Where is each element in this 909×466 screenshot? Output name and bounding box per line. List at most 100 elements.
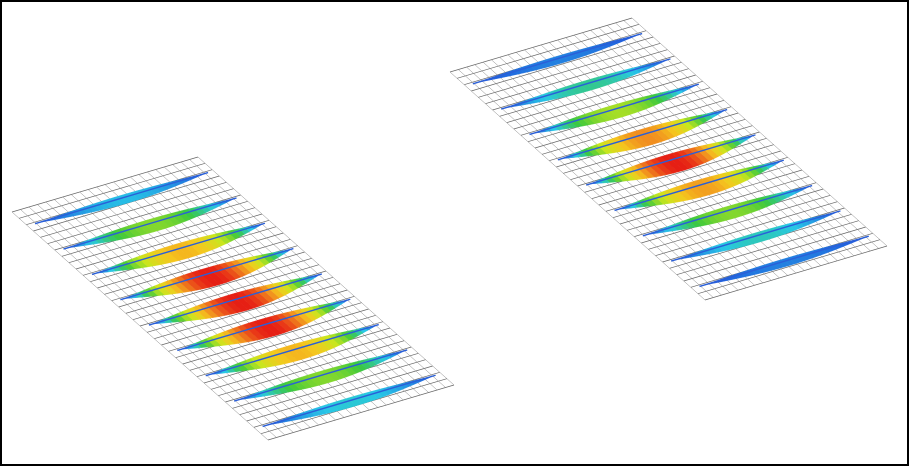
grid-tick bbox=[232, 408, 240, 415]
grid-tick bbox=[286, 265, 294, 273]
grid-tick bbox=[392, 360, 401, 368]
grid-tick bbox=[850, 222, 858, 230]
grid-tick bbox=[719, 194, 727, 202]
grid-tick bbox=[689, 236, 697, 244]
grid-tick bbox=[727, 191, 735, 199]
grid-tick bbox=[698, 225, 707, 233]
grid-tick bbox=[312, 359, 320, 366]
grid-tick bbox=[122, 280, 130, 288]
grid-tick bbox=[86, 198, 95, 205]
grid-tick bbox=[404, 340, 412, 348]
grid-tick bbox=[237, 372, 246, 380]
grid-tick bbox=[693, 269, 701, 277]
grid-tick bbox=[267, 228, 276, 236]
grid-tick bbox=[707, 105, 715, 112]
grid-tick bbox=[724, 268, 733, 276]
grid-tick bbox=[507, 54, 516, 62]
grid-tick bbox=[118, 306, 126, 314]
grid-tick bbox=[207, 255, 215, 263]
grid-tick bbox=[782, 251, 791, 259]
grid-tick bbox=[72, 235, 81, 243]
grid-tick bbox=[654, 146, 662, 153]
grid-tick bbox=[70, 253, 78, 261]
grid-tick bbox=[709, 264, 718, 272]
grid-tick bbox=[643, 225, 651, 232]
grid-tick bbox=[271, 413, 280, 421]
contour-edge bbox=[177, 298, 351, 352]
grid-tick bbox=[651, 222, 660, 230]
grid-tick bbox=[632, 186, 641, 193]
grid-tick bbox=[854, 246, 863, 254]
grid-tick bbox=[702, 81, 711, 88]
grid-tick bbox=[297, 245, 305, 253]
grid-tick bbox=[279, 259, 287, 267]
contour-edge bbox=[614, 159, 784, 212]
grid-tick bbox=[743, 186, 752, 194]
grid-tick bbox=[247, 310, 255, 318]
grid-tick bbox=[738, 112, 746, 120]
grid-tick bbox=[524, 108, 532, 116]
grid-tick bbox=[702, 199, 710, 206]
grid-tick bbox=[227, 384, 236, 391]
grid-tick bbox=[603, 51, 611, 59]
grid-tick bbox=[216, 193, 224, 201]
grid-tick bbox=[732, 156, 740, 164]
grid-tick bbox=[694, 201, 702, 209]
grid-tick bbox=[253, 216, 261, 224]
grid-tick bbox=[456, 78, 465, 85]
grid-tick bbox=[277, 428, 286, 436]
grid-tick bbox=[321, 297, 330, 305]
contour-edge bbox=[63, 197, 237, 250]
grid-tick bbox=[626, 230, 635, 237]
grid-tick bbox=[101, 261, 109, 269]
grid-tick bbox=[303, 361, 312, 369]
grid-tick bbox=[44, 210, 52, 218]
grid-tick bbox=[601, 128, 609, 135]
grid-tick bbox=[696, 243, 705, 250]
grid-tick bbox=[152, 296, 160, 304]
grid-tick bbox=[748, 151, 757, 159]
grid-tick bbox=[665, 176, 674, 184]
grid-tick bbox=[173, 265, 181, 273]
grid-tick bbox=[128, 185, 137, 193]
grid-tick bbox=[664, 67, 673, 74]
grid-tick bbox=[575, 144, 583, 152]
grid-tick bbox=[274, 395, 282, 403]
grid-tick bbox=[176, 188, 185, 196]
grid-tick bbox=[644, 39, 653, 46]
grid-tick bbox=[188, 218, 196, 226]
grid-tick bbox=[543, 86, 551, 94]
grid-tick bbox=[246, 209, 254, 217]
grid-tick bbox=[589, 156, 597, 164]
grid-tick bbox=[515, 111, 524, 118]
grid-tick bbox=[132, 319, 141, 327]
grid-tick bbox=[772, 153, 780, 160]
grid-tick bbox=[558, 149, 566, 156]
contour-edge bbox=[699, 235, 869, 288]
grid-tick bbox=[68, 262, 77, 270]
grid-tick bbox=[682, 171, 690, 179]
grid-tick bbox=[247, 201, 256, 208]
grid-tick bbox=[77, 259, 85, 267]
grid-tick bbox=[805, 202, 813, 210]
grid-tick bbox=[167, 199, 175, 207]
grid-tick bbox=[498, 65, 506, 73]
grid-tick bbox=[341, 325, 350, 332]
grid-tick bbox=[250, 343, 258, 351]
grid-tick bbox=[576, 135, 584, 143]
grid-tick bbox=[677, 206, 686, 214]
grid-tick bbox=[578, 58, 587, 66]
grid-tick bbox=[239, 414, 247, 422]
grid-tick bbox=[559, 140, 568, 148]
grid-tick bbox=[75, 268, 84, 276]
grid-tick bbox=[232, 247, 240, 255]
grid-tick bbox=[506, 63, 514, 71]
grid-tick bbox=[830, 195, 838, 202]
grid-tick bbox=[513, 128, 521, 136]
grid-tick bbox=[582, 32, 590, 40]
grid-tick bbox=[142, 308, 150, 315]
contour-edge bbox=[262, 374, 436, 428]
grid-tick bbox=[652, 213, 661, 221]
grid-tick bbox=[69, 203, 78, 210]
grid-tick bbox=[340, 283, 348, 291]
